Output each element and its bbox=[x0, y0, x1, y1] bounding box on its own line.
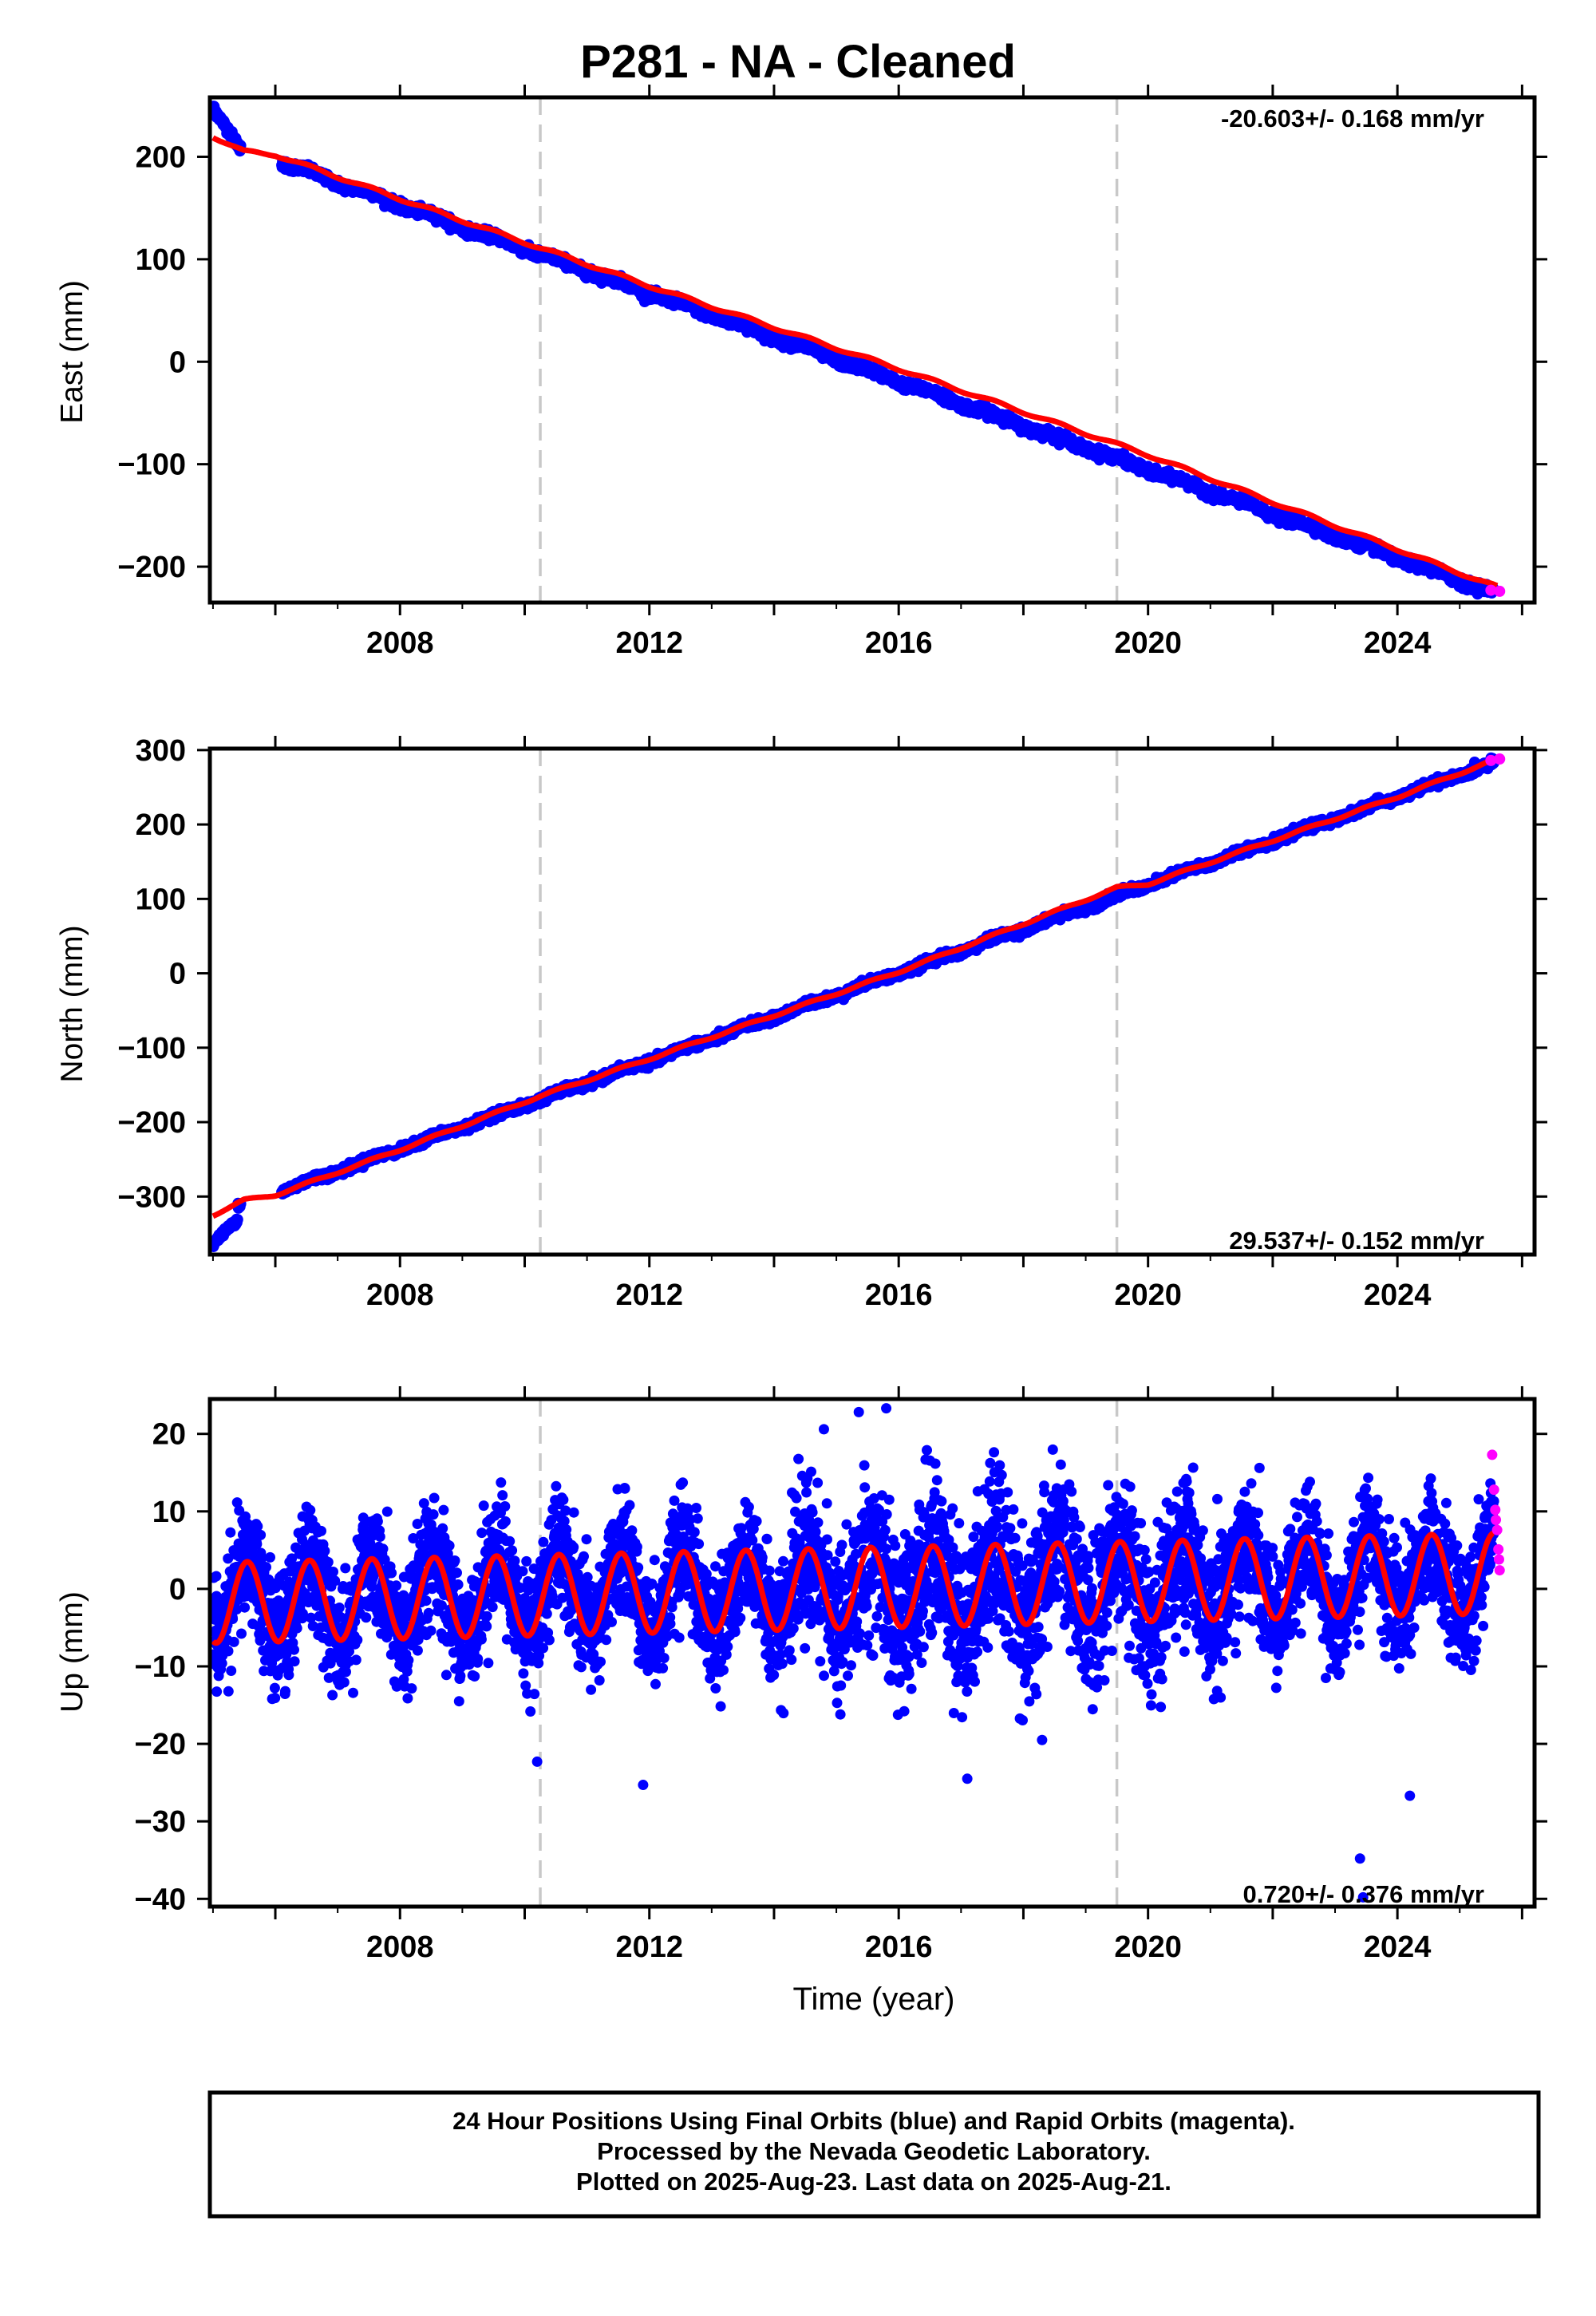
east-y-tick-label: 200 bbox=[136, 140, 186, 174]
north-final-point bbox=[231, 1214, 243, 1226]
east-x-tick-label: 2012 bbox=[615, 626, 683, 660]
east-x-tick-label: 2016 bbox=[865, 626, 933, 660]
east-y-tick-label: 100 bbox=[136, 243, 186, 277]
east-x-tick-label: 2008 bbox=[366, 626, 434, 660]
east-final-orbit-points bbox=[210, 101, 1499, 600]
east-y-axis-label: East (mm) bbox=[55, 280, 89, 424]
east-rapid-point bbox=[1494, 585, 1506, 597]
east-plot-area: 2008 2012 2016 2020 2024 −200 −100 0 100 200 bbox=[117, 85, 1547, 660]
east-y-tick-label: 0 bbox=[169, 346, 186, 379]
east-rate-label: -20.603+/- 0.168 mm/yr bbox=[1221, 105, 1484, 132]
east-panel: 2008 2012 2016 2020 2024 −200 −100 0 100 200 East… bbox=[55, 85, 1547, 660]
east-y-tick-label: −200 bbox=[117, 551, 186, 584]
east-x-tick-label: 2024 bbox=[1364, 626, 1432, 660]
east-y-tick-label: −100 bbox=[117, 449, 186, 482]
east-x-tick-label: 2020 bbox=[1114, 626, 1182, 660]
chart-title: P281 - NA - Cleaned bbox=[580, 36, 1016, 88]
east-data-layer bbox=[210, 97, 1506, 603]
